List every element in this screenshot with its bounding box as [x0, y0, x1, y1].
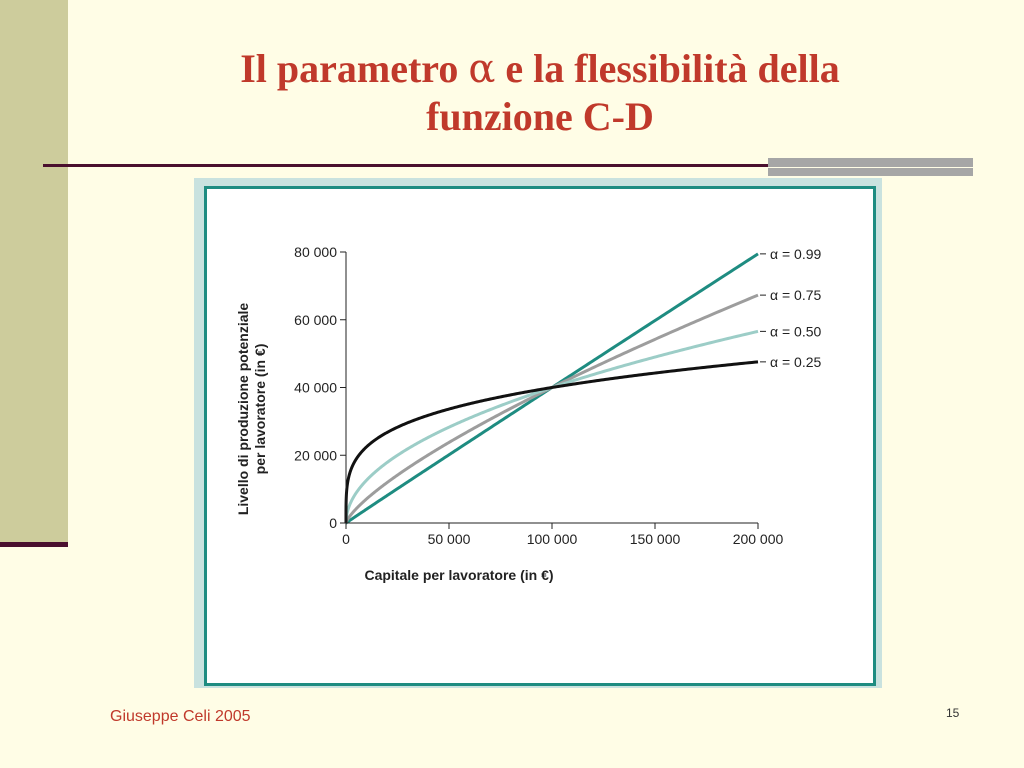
legend-group: α = 0.99 α = 0.75 α = 0.50 α = 0.25 [760, 246, 822, 370]
footer-author: Giuseppe Celi 2005 [110, 708, 251, 725]
slide-title: Il parametro α e la flessibilità della f… [100, 45, 980, 141]
x-tick-label: 0 [342, 531, 350, 547]
chart-panel: 0 20 000 40 000 60 000 80 000 0 50 000 100 000… [204, 186, 876, 686]
series-line-alpha-050 [344, 329, 759, 525]
title-text-end: e la flessibilità della [495, 46, 840, 91]
y-tick-label: 0 [329, 515, 337, 531]
decorative-bar-top [768, 158, 973, 167]
y-axis-label-line1: Livello di produzione potenziale [235, 303, 251, 516]
legend-label-alpha-075: α = 0.75 [770, 287, 822, 303]
y-axis-label-group: Livello di produzione potenziale per lav… [235, 303, 268, 516]
x-tick-label: 200 000 [733, 531, 784, 547]
x-tick-label: 50 000 [428, 531, 471, 547]
y-tick-label: 60 000 [294, 312, 337, 328]
decorative-bar-bottom [768, 168, 973, 176]
y-tick-label: 20 000 [294, 447, 337, 463]
sidebar-base-line [0, 542, 68, 547]
chart-svg: 0 20 000 40 000 60 000 80 000 0 50 000 100 000… [235, 244, 822, 583]
title-alpha-symbol: α [468, 46, 496, 92]
x-tick-label: 100 000 [527, 531, 578, 547]
curves-group [344, 252, 759, 525]
y-tick-label: 80 000 [294, 244, 337, 260]
sidebar-strip [0, 0, 68, 546]
x-ticks-group: 0 50 000 100 000 150 000 200 000 [342, 523, 784, 547]
series-line-alpha-075 [344, 293, 759, 525]
x-tick-label: 150 000 [630, 531, 681, 547]
y-axis-label-line2: per lavoratore (in €) [252, 344, 268, 475]
page-number: 15 [946, 706, 960, 720]
chart-frame: 0 20 000 40 000 60 000 80 000 0 50 000 100 000… [194, 178, 882, 688]
series-line-alpha-099 [344, 252, 759, 525]
decorative-bars [768, 158, 973, 178]
title-divider [43, 164, 973, 167]
y-ticks-group: 0 20 000 40 000 60 000 80 000 [294, 244, 346, 531]
x-axis-label: Capitale per lavoratore (in €) [364, 567, 553, 583]
legend-label-alpha-099: α = 0.99 [770, 246, 822, 262]
title-line-2: funzione C-D [426, 94, 654, 139]
y-tick-label: 40 000 [294, 380, 337, 396]
legend-label-alpha-050: α = 0.50 [770, 323, 822, 339]
title-text-start: Il parametro [240, 46, 469, 91]
series-line-alpha-025 [344, 360, 759, 523]
legend-label-alpha-025: α = 0.25 [770, 354, 822, 370]
